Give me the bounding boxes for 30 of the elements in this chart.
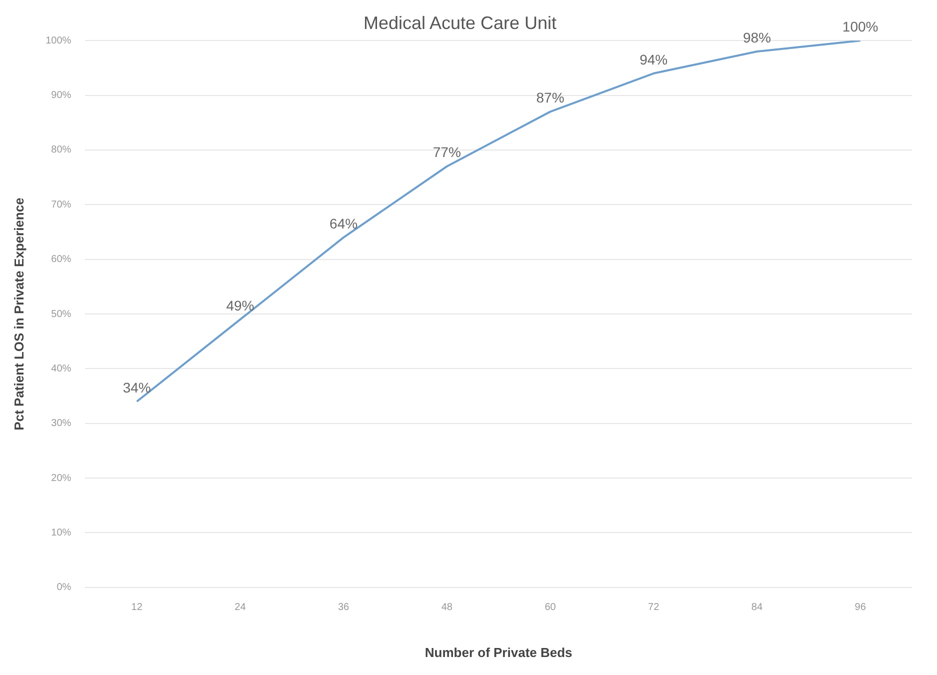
y-tick-label: 20% (51, 472, 72, 484)
x-tick-label: 72 (648, 602, 660, 614)
y-tick-label: 70% (51, 199, 72, 210)
data-label: 34% (122, 379, 151, 396)
x-axis-title: Number of Private Beds (424, 644, 572, 660)
y-tick-label: 80% (51, 144, 72, 156)
data-label: 49% (226, 297, 254, 314)
x-tick-label: 48 (441, 602, 453, 614)
y-tick-label: 40% (51, 363, 72, 374)
x-tick-label: 96 (854, 602, 866, 614)
x-tick-label: 12 (131, 602, 143, 614)
y-tick-label: 90% (51, 90, 72, 102)
x-tick-label: 84 (751, 602, 763, 614)
data-label: 64% (330, 215, 358, 232)
x-tick-label: 24 (234, 602, 246, 614)
x-tick-label: 36 (338, 602, 350, 614)
y-tick-label: 0% (56, 582, 72, 594)
y-tick-label: 30% (51, 418, 72, 430)
y-tick-label: 60% (51, 254, 72, 266)
x-tick-label: 60 (544, 602, 556, 614)
data-label: 94% (640, 51, 668, 68)
y-tick-label: 50% (51, 308, 72, 320)
y-tick-label: 100% (46, 35, 72, 46)
data-label: 100% (842, 18, 878, 34)
data-label: 87% (536, 90, 564, 106)
y-tick-label: 10% (51, 527, 72, 538)
chart-title: Medical Acute Care Unit (363, 12, 557, 33)
y-axis-title: Pct Patient LOS in Private Experience (11, 198, 26, 430)
data-label: 98% (742, 29, 771, 46)
data-label: 77% (432, 144, 461, 160)
